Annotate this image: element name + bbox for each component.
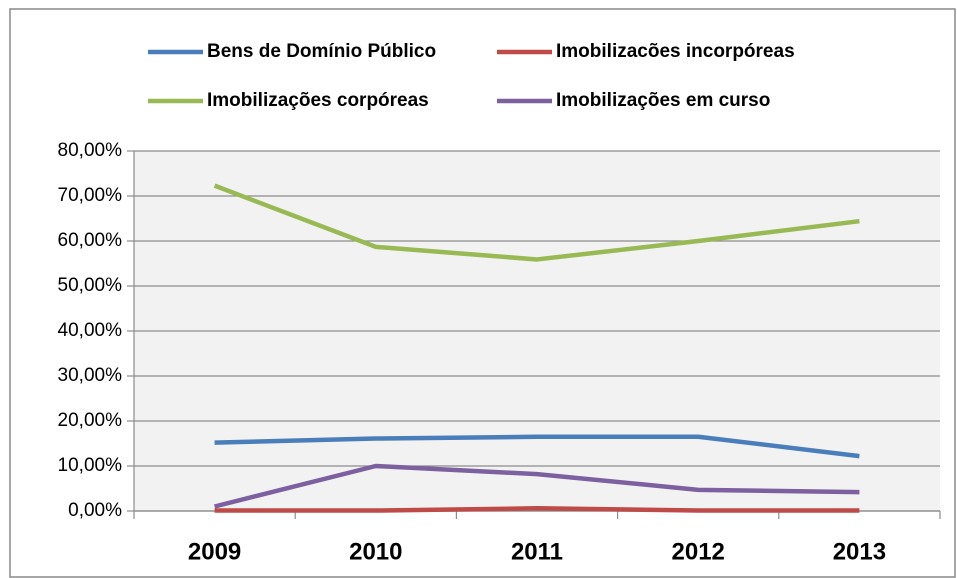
y-tick-label: 10,00%: [58, 455, 123, 476]
legend-label: Imobilizações corpóreas: [207, 90, 429, 111]
y-tick-label: 60,00%: [58, 230, 123, 251]
y-tick-label: 80,00%: [58, 140, 123, 161]
series-line: [214, 506, 860, 513]
x-tick-label: 2009: [188, 538, 241, 565]
legend-label: Imobilizacões incorpóreas: [556, 41, 795, 62]
y-tick-label: 30,00%: [58, 365, 123, 386]
x-tick-label: 2012: [672, 538, 725, 565]
series-line: [213, 183, 860, 262]
y-tick-label: 50,00%: [58, 275, 123, 296]
y-tick-label: 70,00%: [58, 185, 123, 206]
y-tick-label: 40,00%: [58, 320, 123, 341]
x-tick-label: 2013: [833, 538, 886, 565]
legend-label: Imobilizações em curso: [556, 90, 770, 111]
x-tick-label: 2011: [511, 538, 563, 565]
series-line: [214, 434, 860, 459]
y-tick-label: 0,00%: [68, 500, 122, 521]
x-tick-label: 2010: [349, 538, 402, 565]
y-tick-label: 20,00%: [58, 410, 123, 431]
legend-label: Bens de Domínio Público: [207, 41, 436, 62]
series-line: [214, 463, 860, 509]
